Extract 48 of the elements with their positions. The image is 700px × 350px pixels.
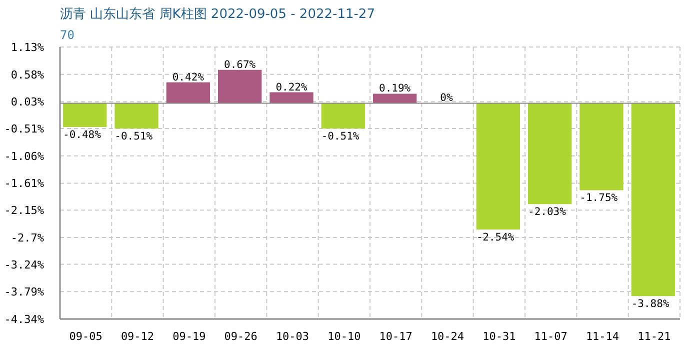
data-label: 0.42% [172, 71, 205, 84]
x-tick-label: 11-14 [586, 330, 620, 343]
bar [528, 103, 572, 204]
y-tick-label: -2.15% [4, 204, 44, 218]
data-label: 0.19% [379, 82, 412, 95]
y-tick-label: 0.58% [10, 68, 44, 82]
x-tick-label: 10-17 [379, 330, 412, 343]
y-tick-label: -3.79% [4, 286, 44, 299]
bar [476, 103, 520, 230]
y-tick-label: -0.51% [4, 122, 44, 136]
x-tick-label: 10-03 [276, 330, 310, 343]
x-tick-label: 09-05 [69, 330, 102, 343]
chart-subtitle: 70 [60, 28, 74, 42]
y-tick-label: -3.24% [4, 258, 44, 272]
data-label: -2.54% [476, 231, 515, 244]
data-label: -2.03% [528, 206, 567, 218]
data-label: -1.75% [580, 192, 618, 204]
x-tick-label: 09-26 [224, 330, 258, 343]
x-tick-label: 10-31 [482, 330, 516, 343]
data-label: 0.22% [276, 81, 308, 94]
y-tick-label: 0.03% [10, 96, 44, 109]
bar [373, 94, 417, 104]
y-tick-label: 1.13% [10, 41, 44, 54]
y-tick-label: -1.61% [4, 177, 44, 190]
y-tick-label: -2.7% [10, 231, 44, 244]
bar [631, 103, 675, 296]
y-tick-label: -4.34% [4, 313, 44, 326]
bar [114, 103, 158, 129]
bar [321, 103, 365, 129]
bar [218, 70, 262, 104]
data-label: -3.88% [631, 298, 670, 310]
x-tick-label: 10-10 [328, 330, 361, 343]
data-label: 0% [440, 92, 454, 104]
x-tick-label: 09-12 [120, 330, 154, 343]
y-tick-label: -1.06% [4, 150, 44, 163]
chart-title: 沥青 山东山东省 周K柱图 2022-09-05 - 2022-11-27 [60, 7, 375, 22]
data-label: -0.51% [114, 130, 154, 143]
data-label: -0.51% [321, 130, 360, 143]
x-tick-label: 11-21 [638, 330, 671, 343]
bar [63, 103, 107, 128]
x-tick-label: 11-07 [534, 330, 568, 343]
bar [270, 92, 314, 104]
x-tick-label: 09-19 [172, 330, 206, 343]
x-tick-label: 10-24 [430, 330, 464, 343]
data-label: -0.48% [63, 129, 102, 142]
data-label: 0.67% [224, 58, 256, 71]
bar [166, 82, 210, 104]
bar [580, 103, 624, 190]
